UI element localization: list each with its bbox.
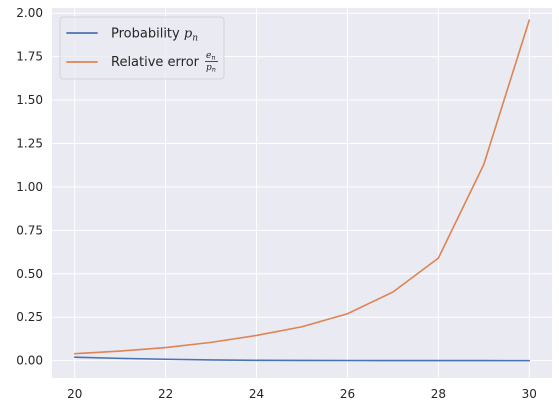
y-tick-label: 1.75	[16, 50, 43, 64]
x-tick-label: 26	[340, 387, 355, 401]
legend-box	[59, 16, 225, 80]
x-tick-label: 22	[158, 387, 173, 401]
y-tick-label: 1.25	[16, 136, 43, 150]
x-tick-label: 28	[431, 387, 446, 401]
legend: Probability pn Relative error en pn	[59, 16, 225, 80]
legend-label-relative-error: Relative error	[111, 55, 200, 70]
series-lines	[73, 19, 531, 362]
legend-fraction-denominator: pn	[206, 63, 216, 74]
legend-fraction: en pn	[205, 51, 218, 74]
y-tick-label: 1.00	[16, 180, 43, 194]
y-tick-label: 0.00	[16, 354, 43, 368]
x-axis-ticks: 20 22 24 26 28 30	[67, 387, 537, 401]
legend-label-probability: Probability pn	[111, 27, 198, 44]
y-tick-label: 0.50	[16, 267, 43, 281]
x-tick-label: 24	[249, 387, 264, 401]
series-line-probability	[73, 356, 531, 362]
y-axis-ticks: 0.00 0.25 0.50 0.75 1.00 1.25 1.50 1.75 2.00	[16, 6, 43, 367]
y-tick-label: 1.50	[16, 93, 43, 107]
x-tick-label: 30	[522, 387, 537, 401]
legend-fraction-numerator: en	[206, 51, 216, 62]
x-tick-label: 20	[67, 387, 82, 401]
series-line-relative-error	[73, 19, 531, 355]
y-tick-label: 2.00	[16, 6, 43, 20]
y-tick-label: 0.25	[16, 310, 43, 324]
y-tick-label: 0.75	[16, 223, 43, 237]
grid	[52, 8, 552, 378]
